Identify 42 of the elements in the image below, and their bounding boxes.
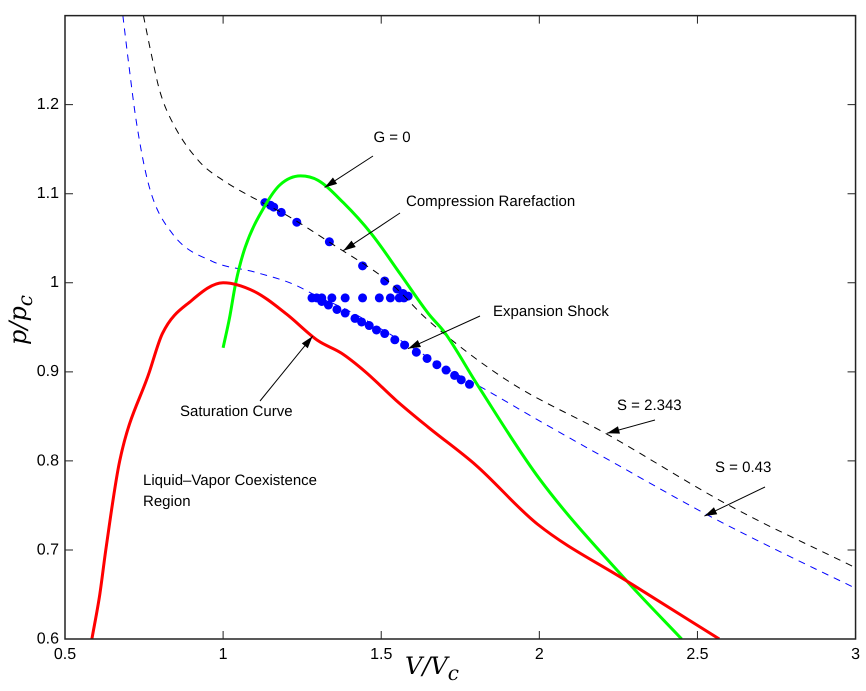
x-tick-label: 3 xyxy=(851,646,860,664)
point xyxy=(422,354,432,363)
point xyxy=(400,340,410,350)
y-tick-label: 1.2 xyxy=(36,96,60,114)
point xyxy=(357,317,366,326)
annotation: Saturation Curve xyxy=(180,403,293,420)
point xyxy=(324,300,333,310)
point xyxy=(324,237,334,246)
point xyxy=(380,329,390,338)
point xyxy=(450,370,460,380)
point xyxy=(332,304,342,314)
point xyxy=(358,293,368,302)
annotation: G = 0 xyxy=(373,129,411,146)
point xyxy=(374,293,384,302)
x-tick-label: 2.5 xyxy=(686,646,709,664)
x-tick-label: 1 xyxy=(218,646,228,664)
y-tick-label: 0.7 xyxy=(36,541,60,558)
y-tick-label: 0.9 xyxy=(36,363,60,380)
x-tick-label: 1.5 xyxy=(370,646,392,664)
annotation: S = 0.43 xyxy=(715,459,772,476)
annotation: S = 2.343 xyxy=(617,397,682,414)
annotation: Compression Rarefaction xyxy=(406,193,576,210)
point xyxy=(386,293,395,302)
x-tick-label: 0.5 xyxy=(54,646,76,664)
point xyxy=(276,208,286,217)
annotation: Expansion Shock xyxy=(493,303,610,320)
point xyxy=(327,293,336,302)
y-tick-label: 1.1 xyxy=(36,185,60,202)
point xyxy=(358,261,368,270)
point xyxy=(340,293,350,302)
y-tick-label: 0.8 xyxy=(36,452,60,470)
point xyxy=(390,335,400,344)
y-tick-label: 0.6 xyxy=(36,630,60,648)
x-tick-label: 2 xyxy=(534,646,544,664)
point xyxy=(269,202,278,212)
point xyxy=(412,348,421,357)
point xyxy=(372,325,381,334)
x-axis-title: V/V$_{c}$ xyxy=(405,652,459,685)
point xyxy=(340,308,350,318)
annotation: Liquid–Vapor Coexistence Region xyxy=(143,471,318,512)
y-tick-label: 1 xyxy=(50,274,60,292)
point xyxy=(456,375,466,384)
